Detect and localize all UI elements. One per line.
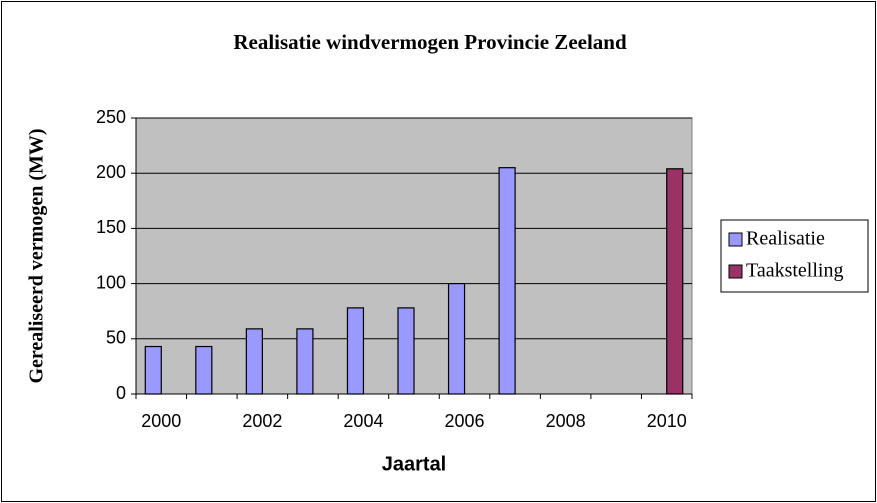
- y-tick-label: 150: [96, 217, 126, 237]
- legend-swatch: [728, 264, 743, 279]
- x-tick-label: 2006: [445, 411, 485, 431]
- legend: Realisatie Taakstelling: [720, 219, 869, 293]
- x-tick-label: 2010: [647, 411, 687, 431]
- bar: [666, 168, 684, 395]
- bar: [498, 167, 516, 395]
- y-tick-label: 200: [96, 162, 126, 182]
- y-tick-label: 250: [96, 107, 126, 127]
- bar: [245, 328, 263, 395]
- legend-box: [720, 219, 869, 293]
- legend-swatch: [728, 232, 743, 247]
- x-tick-label: 2004: [343, 411, 383, 431]
- bar: [447, 283, 466, 395]
- x-tick-label: 2008: [546, 411, 586, 431]
- x-tick-label: 2002: [242, 411, 282, 431]
- y-tick-label: 0: [116, 383, 126, 403]
- legend-label: Taakstelling: [746, 260, 843, 282]
- bar: [296, 328, 314, 395]
- chart-title: Realisatie windvermogen Provincie Zeelan…: [233, 30, 627, 54]
- bar: [346, 307, 365, 395]
- bar: [144, 345, 162, 395]
- y-axis-label: Gerealiseerd vermogen (MW): [26, 128, 48, 383]
- y-tick-label: 100: [96, 272, 126, 292]
- x-axis-label: Jaartal: [382, 453, 447, 475]
- legend-label: Realisatie: [746, 228, 825, 250]
- bar: [195, 345, 213, 395]
- y-tick-label: 50: [106, 328, 126, 348]
- x-tick-label: 2000: [141, 411, 181, 431]
- bar: [397, 307, 415, 395]
